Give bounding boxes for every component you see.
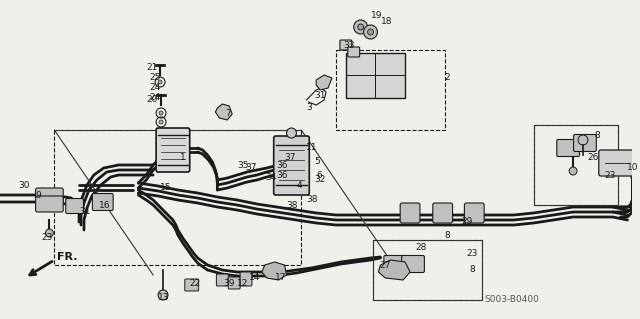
FancyBboxPatch shape xyxy=(228,277,240,289)
FancyBboxPatch shape xyxy=(384,256,406,272)
FancyBboxPatch shape xyxy=(240,272,252,286)
Bar xyxy=(336,50,445,130)
Circle shape xyxy=(159,111,163,115)
FancyBboxPatch shape xyxy=(216,274,228,286)
Text: 34: 34 xyxy=(265,174,276,182)
Text: 36: 36 xyxy=(276,160,288,169)
FancyBboxPatch shape xyxy=(274,136,309,195)
Text: 37: 37 xyxy=(285,153,296,162)
FancyBboxPatch shape xyxy=(573,135,596,152)
Text: 38: 38 xyxy=(287,201,298,210)
Circle shape xyxy=(45,229,53,237)
Polygon shape xyxy=(316,75,332,90)
Text: 37: 37 xyxy=(245,164,257,173)
Circle shape xyxy=(287,128,296,138)
Text: 32: 32 xyxy=(314,175,326,184)
FancyBboxPatch shape xyxy=(92,194,113,211)
Text: 38: 38 xyxy=(307,196,318,204)
FancyBboxPatch shape xyxy=(348,47,360,57)
Text: 13: 13 xyxy=(158,293,170,302)
Text: 24: 24 xyxy=(150,84,161,93)
Text: 26: 26 xyxy=(587,153,598,162)
Text: 8: 8 xyxy=(445,232,451,241)
FancyBboxPatch shape xyxy=(465,203,484,223)
Text: 33: 33 xyxy=(343,41,355,49)
Circle shape xyxy=(159,120,163,124)
Circle shape xyxy=(569,167,577,175)
Text: 18: 18 xyxy=(381,18,393,26)
Text: 24: 24 xyxy=(150,93,161,101)
Text: 1: 1 xyxy=(180,152,186,161)
Text: 25: 25 xyxy=(150,73,161,83)
Circle shape xyxy=(158,80,162,84)
Text: 10: 10 xyxy=(627,164,639,173)
Polygon shape xyxy=(216,104,232,120)
Text: 21: 21 xyxy=(147,63,158,72)
Circle shape xyxy=(158,290,168,300)
Text: 9: 9 xyxy=(36,191,42,201)
Text: 23: 23 xyxy=(605,172,616,181)
Text: 23: 23 xyxy=(467,249,477,257)
Bar xyxy=(54,130,301,265)
FancyBboxPatch shape xyxy=(36,188,63,204)
FancyBboxPatch shape xyxy=(340,40,352,50)
Text: FR.: FR. xyxy=(58,252,78,262)
Polygon shape xyxy=(378,260,410,280)
Bar xyxy=(346,53,405,98)
Text: 30: 30 xyxy=(18,181,29,189)
Text: 11: 11 xyxy=(307,144,318,152)
Text: 4: 4 xyxy=(296,181,302,189)
FancyBboxPatch shape xyxy=(557,139,579,157)
Text: 2: 2 xyxy=(445,72,451,81)
Circle shape xyxy=(367,29,374,35)
Text: 8: 8 xyxy=(595,131,600,140)
Circle shape xyxy=(364,25,378,39)
Circle shape xyxy=(354,20,367,34)
Text: 20: 20 xyxy=(147,95,158,105)
Text: 31: 31 xyxy=(79,207,90,217)
Text: 28: 28 xyxy=(415,242,426,251)
FancyBboxPatch shape xyxy=(156,128,189,172)
Text: 3: 3 xyxy=(307,103,312,113)
FancyBboxPatch shape xyxy=(36,196,63,212)
FancyBboxPatch shape xyxy=(433,203,452,223)
Text: 39: 39 xyxy=(223,278,235,287)
Text: 6: 6 xyxy=(316,170,322,180)
FancyBboxPatch shape xyxy=(599,150,637,176)
Text: 17: 17 xyxy=(275,273,286,283)
Text: 12: 12 xyxy=(237,278,248,287)
Text: 27: 27 xyxy=(380,261,391,270)
Circle shape xyxy=(578,135,588,145)
Text: 14: 14 xyxy=(249,273,260,283)
Text: 15: 15 xyxy=(160,183,172,192)
FancyBboxPatch shape xyxy=(185,279,198,291)
Text: 31: 31 xyxy=(314,92,326,100)
Text: 36: 36 xyxy=(276,170,288,180)
Text: 22: 22 xyxy=(189,278,201,287)
Bar xyxy=(534,125,618,205)
FancyBboxPatch shape xyxy=(66,198,83,213)
Polygon shape xyxy=(262,262,287,280)
Text: 7: 7 xyxy=(225,109,231,118)
Bar xyxy=(374,240,482,300)
Text: 19: 19 xyxy=(371,11,382,19)
FancyBboxPatch shape xyxy=(400,203,420,223)
Text: 8: 8 xyxy=(469,264,475,273)
Text: S003-B0400: S003-B0400 xyxy=(484,295,539,305)
Text: 23: 23 xyxy=(42,233,53,241)
Circle shape xyxy=(358,24,364,30)
Text: 16: 16 xyxy=(99,201,110,210)
FancyBboxPatch shape xyxy=(402,256,424,272)
Text: 29: 29 xyxy=(461,218,473,226)
Text: 35: 35 xyxy=(237,160,249,169)
Text: 5: 5 xyxy=(314,158,320,167)
